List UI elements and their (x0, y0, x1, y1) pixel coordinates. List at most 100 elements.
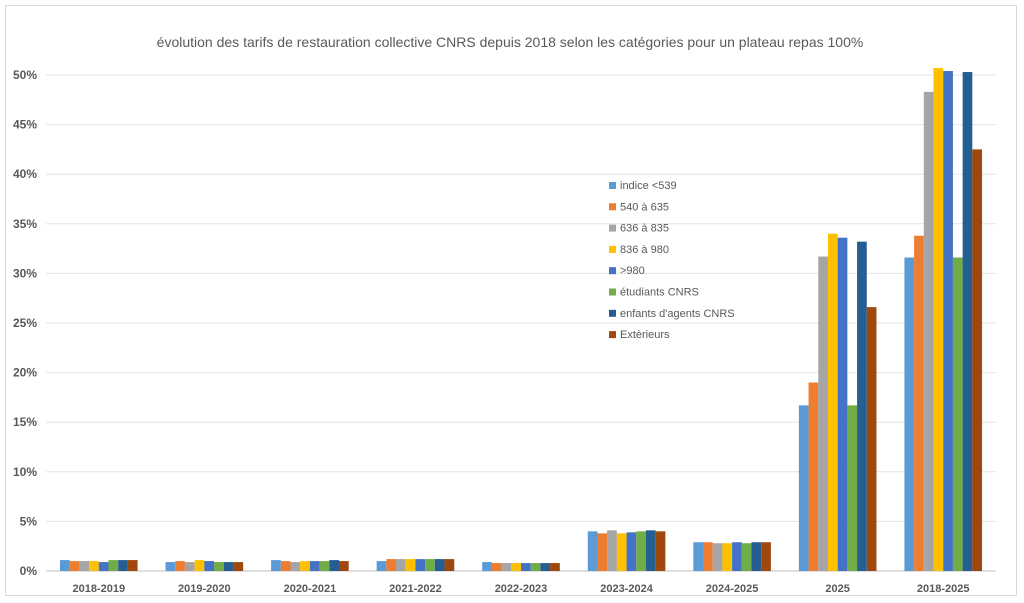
bar (943, 71, 953, 572)
bar (89, 561, 99, 571)
y-tick-label: 45% (13, 118, 37, 132)
legend-swatch (609, 309, 616, 317)
legend-label: enfants d'agents CNRS (620, 308, 735, 320)
bar (550, 563, 560, 571)
bar (329, 560, 339, 571)
legend-swatch (609, 267, 616, 275)
bar (751, 542, 762, 571)
bar (482, 562, 492, 571)
bar (972, 149, 983, 571)
bar (808, 382, 819, 571)
bar (271, 560, 281, 571)
bar (290, 562, 301, 571)
bar (798, 405, 809, 571)
x-tick-label: 2025 (825, 583, 849, 595)
bar (521, 563, 531, 571)
bar (214, 562, 224, 571)
bar (626, 532, 637, 571)
legend-swatch (609, 203, 616, 211)
bar (118, 560, 128, 571)
bar (607, 530, 617, 571)
bar (309, 561, 320, 571)
bar (376, 561, 387, 571)
bar (396, 559, 406, 571)
bar (319, 561, 330, 571)
bar (511, 563, 521, 571)
bar (108, 560, 119, 571)
legend-label: 636 à 835 (620, 223, 669, 235)
bar (904, 257, 915, 571)
y-tick-label: 15% (13, 415, 37, 429)
bar (444, 559, 455, 571)
bar (127, 560, 138, 571)
bar (636, 531, 646, 571)
bar (597, 533, 608, 571)
bar (338, 561, 349, 571)
legend-swatch (609, 288, 616, 296)
bar (761, 542, 771, 571)
bar (818, 256, 828, 571)
bar (857, 241, 867, 571)
bar (79, 561, 90, 571)
bar (703, 542, 713, 571)
bar (847, 405, 858, 571)
bar (405, 559, 416, 571)
bar (712, 543, 723, 571)
bar (933, 68, 944, 571)
y-tick-label: 40% (13, 167, 37, 181)
bar (616, 533, 627, 571)
bar (530, 563, 541, 571)
bar (962, 72, 973, 572)
bar (732, 542, 742, 571)
bar (98, 562, 109, 571)
bar (491, 563, 502, 571)
x-tick-label: 2020-2021 (284, 583, 337, 595)
legend-label: étudiants CNRS (620, 287, 699, 299)
y-tick-label: 0% (20, 564, 38, 578)
legend-swatch (609, 245, 616, 253)
x-tick-label: 2018-2019 (72, 583, 125, 595)
bar (827, 233, 838, 571)
bar (645, 530, 656, 571)
x-tick-label: 2021-2022 (389, 583, 442, 595)
bar (204, 561, 215, 571)
bar (837, 237, 848, 572)
bar (280, 561, 291, 571)
bar (386, 559, 397, 571)
bar (722, 543, 733, 571)
legend-label: 836 à 980 (620, 244, 669, 256)
bar (587, 531, 598, 571)
bar (175, 561, 185, 571)
legend-label: 540 à 635 (620, 201, 669, 213)
y-tick-label: 5% (20, 514, 38, 528)
bar (184, 562, 195, 571)
bar (425, 559, 435, 571)
y-tick-label: 30% (13, 266, 37, 280)
y-tick-label: 25% (13, 316, 37, 330)
legend-label: >980 (620, 265, 645, 277)
legend-swatch (609, 182, 616, 189)
x-axis: 2018-2019 2019-2020 2020-2021 2021-2022 2022… (72, 583, 969, 595)
chart-title: évolution des tarifs de restauration col… (157, 34, 864, 50)
x-tick-label: 2024-2025 (706, 583, 759, 595)
bar (655, 531, 666, 571)
bar (59, 560, 70, 571)
bar (194, 560, 205, 571)
legend: indice <539 540 à 635 636 à 835 836 à 980 >9… (609, 180, 735, 341)
bar (300, 561, 310, 571)
bar (693, 542, 704, 571)
y-tick-label: 10% (13, 465, 37, 479)
bar (914, 235, 924, 572)
bar (434, 559, 445, 571)
x-tick-label: 2018-2025 (917, 583, 970, 595)
legend-swatch (609, 331, 616, 339)
bar (69, 561, 80, 571)
bar (233, 562, 244, 571)
x-tick-label: 2022-2023 (495, 583, 548, 595)
bar (741, 543, 752, 571)
bar (165, 562, 176, 571)
bar (866, 307, 877, 571)
y-tick-label: 20% (13, 366, 37, 380)
bar (501, 563, 512, 571)
